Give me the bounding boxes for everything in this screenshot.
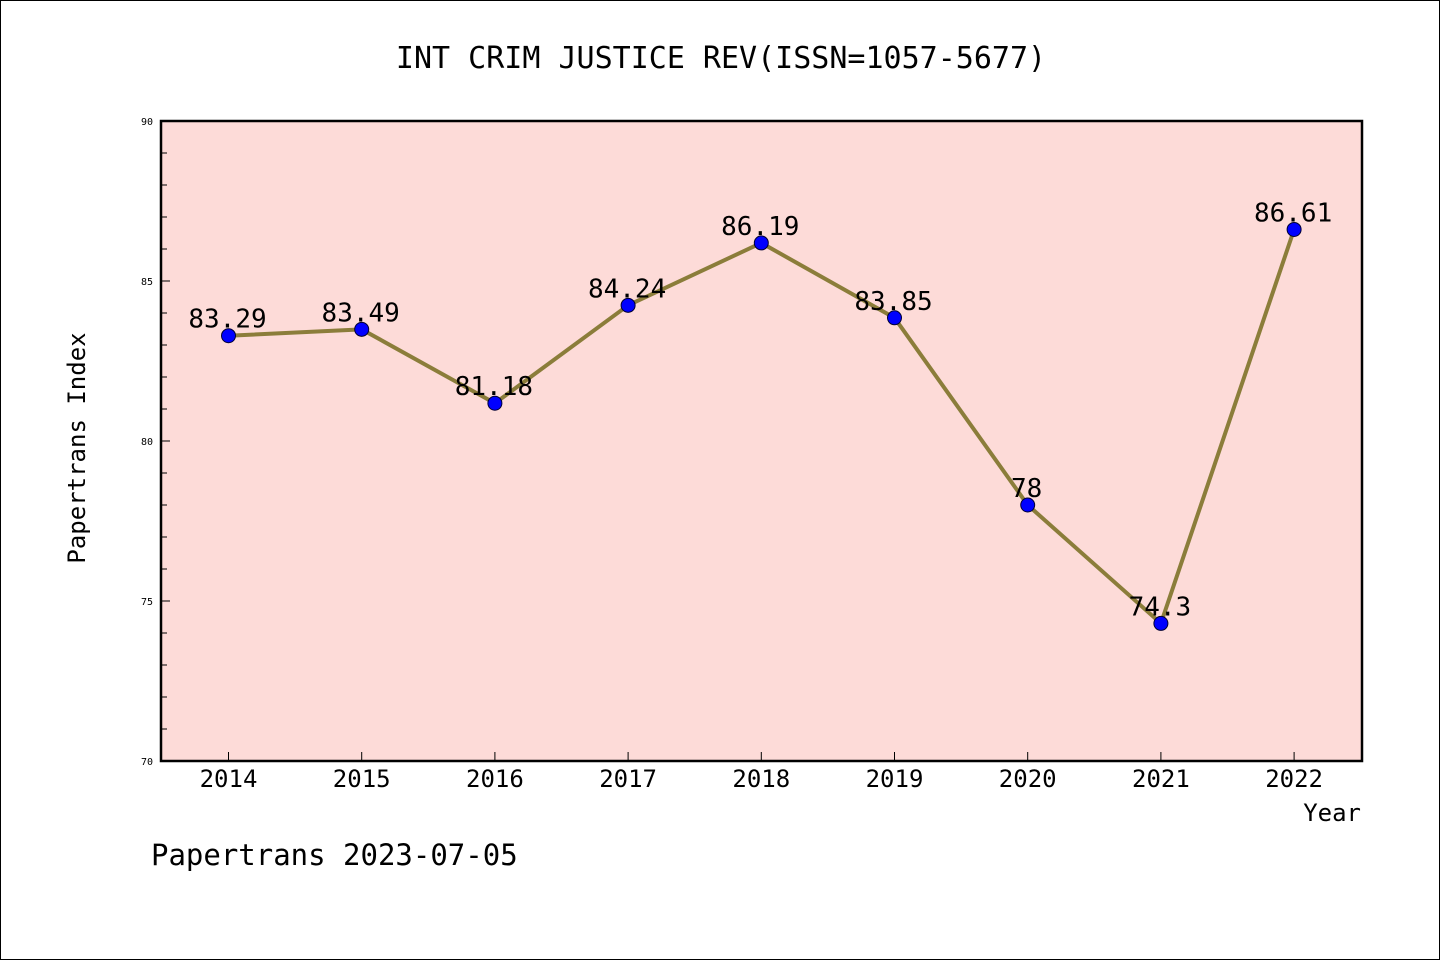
x-tick-label: 2018 <box>732 765 790 793</box>
data-label-2018: 86.19 <box>721 212 799 242</box>
data-label-2017: 84.24 <box>588 274 666 304</box>
y-tick-label: 80 <box>141 437 153 448</box>
data-label-2016: 81.18 <box>455 372 533 402</box>
series-papertrans-index <box>221 221 1302 631</box>
plot-border <box>159 119 1364 763</box>
x-tick-label: 2020 <box>999 765 1057 793</box>
data-label-2019: 83.85 <box>854 287 932 317</box>
chart-title: INT CRIM JUSTICE REV(ISSN=1057-5677) <box>396 41 1046 76</box>
x-tick-label: 2016 <box>466 765 524 793</box>
y-axis-title: Papertrans Index <box>63 332 91 563</box>
x-axis-title: Year <box>1303 799 1361 827</box>
data-label-2021: 74.3 <box>1129 592 1192 622</box>
data-point-2021 <box>1153 615 1169 631</box>
x-tick-label: 2014 <box>200 765 258 793</box>
data-point-2014 <box>221 328 236 344</box>
y-tick-label: 90 <box>141 117 153 128</box>
data-point-2020 <box>1020 497 1036 513</box>
x-tick-label: 2017 <box>599 765 657 793</box>
x-tick-label: 2015 <box>333 765 391 793</box>
data-labels: 83.29 83.49 81.18 84.24 86.19 83.85 78 74.3 86.6… <box>188 198 1332 622</box>
x-axis: 2014 2015 2016 2017 2018 2019 2020 2021 2022 <box>200 752 1323 793</box>
data-label-2015: 83.49 <box>322 298 400 328</box>
data-point-2015 <box>354 321 370 337</box>
data-point-2022 <box>1286 221 1302 237</box>
data-point-2016 <box>487 395 503 411</box>
data-point-2017 <box>620 297 636 313</box>
y-tick-label: 85 <box>141 277 153 288</box>
data-label-2014: 83.29 <box>188 305 266 335</box>
x-tick-label: 2022 <box>1265 765 1323 793</box>
data-point-2019 <box>887 310 902 326</box>
data-point-2018 <box>753 235 769 251</box>
data-label-2022: 86.61 <box>1254 198 1332 228</box>
data-label-2020: 78 <box>1011 474 1042 504</box>
y-tick-label: 75 <box>141 597 153 608</box>
x-tick-label: 2019 <box>866 765 924 793</box>
plot-area <box>161 121 1362 761</box>
x-tick-label: 2021 <box>1132 765 1190 793</box>
y-tick-label: 70 <box>141 757 153 768</box>
footer-date: Papertrans 2023-07-05 <box>151 838 518 872</box>
